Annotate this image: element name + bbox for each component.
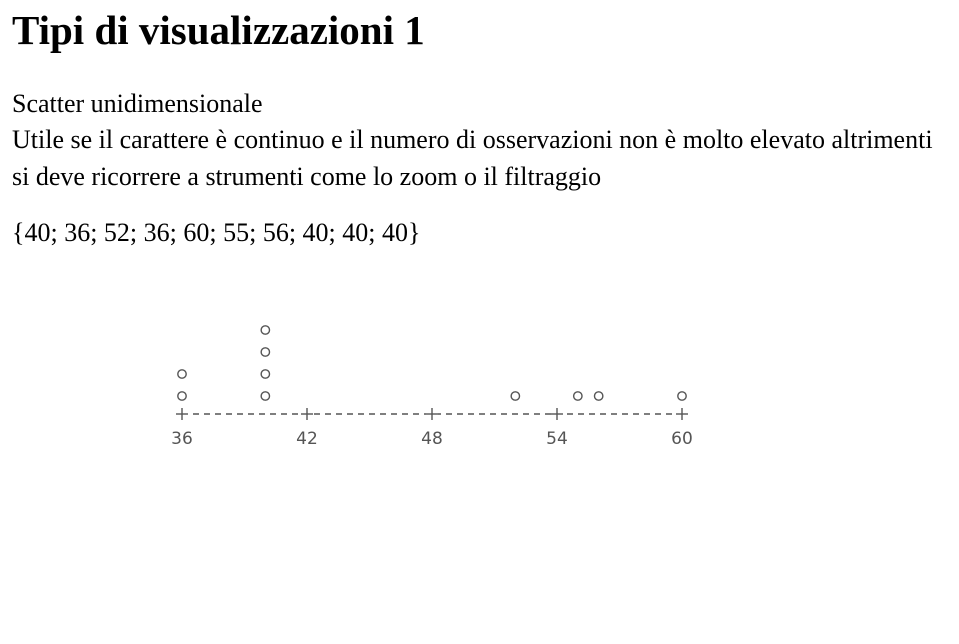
svg-text:54: 54 bbox=[546, 429, 568, 449]
dataset-values: {40; 36; 52; 36; 60; 55; 56; 40; 40; 40} bbox=[12, 218, 947, 248]
body-line-1: Utile se il carattere è continuo e il nu… bbox=[12, 123, 947, 156]
scatter-chart: 36 42 48 54 60 bbox=[152, 296, 947, 471]
chart-subtitle: Scatter unidimensionale bbox=[12, 89, 947, 119]
svg-text:60: 60 bbox=[671, 429, 693, 449]
scatter-svg: 36 42 48 54 60 bbox=[152, 296, 712, 466]
svg-text:36: 36 bbox=[171, 429, 193, 449]
slide-page: Tipi di visualizzazioni 1 Scatter unidim… bbox=[0, 0, 959, 471]
svg-text:42: 42 bbox=[296, 429, 318, 449]
page-title: Tipi di visualizzazioni 1 bbox=[12, 8, 947, 53]
body-line-2: si deve ricorrere a strumenti come lo zo… bbox=[12, 160, 947, 193]
svg-text:48: 48 bbox=[421, 429, 443, 449]
